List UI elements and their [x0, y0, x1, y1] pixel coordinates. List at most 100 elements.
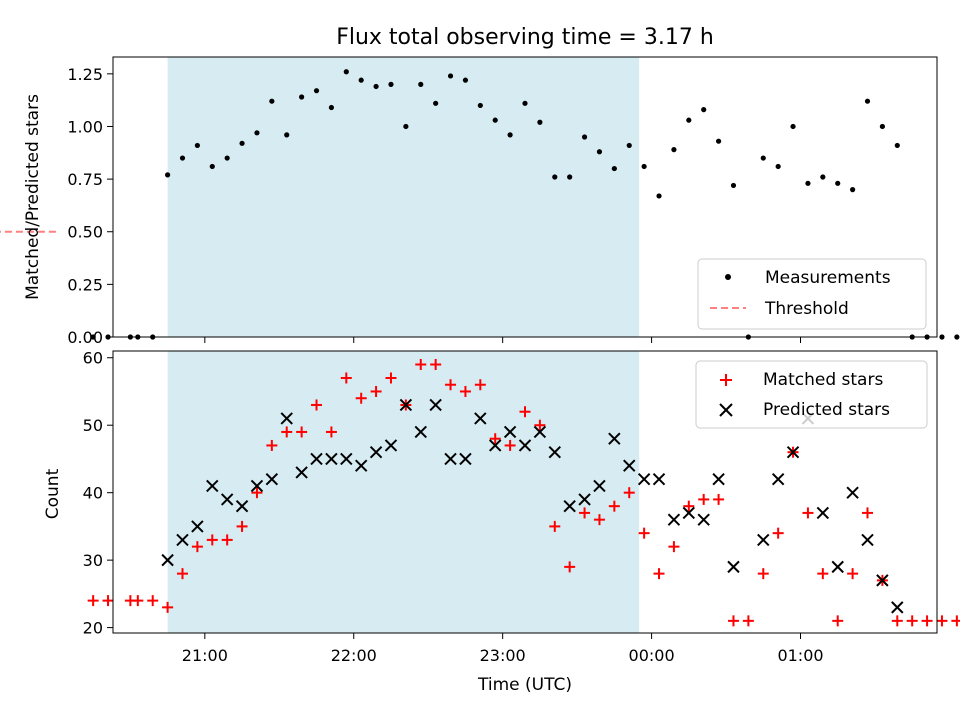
top-observing-interval-shade [167, 57, 640, 337]
matched-star-point [296, 426, 308, 438]
predicted-star-point [816, 506, 830, 520]
measurement-point [954, 334, 960, 340]
predicted-star-point [533, 425, 547, 439]
measurement-point [209, 163, 215, 170]
top-y-axis-label: Matched/Predicted stars [23, 94, 43, 300]
predicted-star-point [325, 452, 338, 466]
matched-star-point [236, 520, 248, 532]
matched-star-point [355, 392, 367, 404]
legend-matched-marker [720, 374, 732, 386]
measurement-point [507, 132, 513, 138]
measurement-point [358, 77, 364, 83]
predicted-star-point [354, 459, 368, 472]
measurement-point [477, 102, 483, 109]
predicted-star-point [861, 533, 874, 547]
bottom-observing-interval-shade [167, 351, 640, 633]
bottom-legend: Matched stars Predicted stars [695, 360, 928, 429]
matched-star-point [832, 615, 844, 627]
predicted-star-point [340, 452, 353, 466]
matched-star-point [936, 615, 948, 627]
predicted-star-point [161, 553, 174, 567]
matched-star-point [474, 379, 486, 391]
matched-star-point [266, 439, 278, 451]
legend-threshold-label: Threshold [764, 299, 849, 319]
matched-star-point [519, 406, 531, 418]
predicted-star-point [786, 445, 800, 459]
predicted-star-point [563, 499, 576, 513]
matched-star-point [251, 487, 263, 499]
matched-star-point [340, 372, 352, 384]
predicted-stars-points [161, 398, 904, 614]
measurement-point [269, 98, 275, 104]
matched-star-point [713, 493, 725, 505]
measurement-point [671, 147, 677, 153]
predicted-star-point [235, 499, 249, 513]
measurement-point [775, 163, 781, 170]
top-y-tick-label: 0.25 [67, 275, 103, 294]
measurement-point [686, 117, 692, 123]
matched-star-point [206, 534, 218, 546]
legend-predicted-label: Predicted stars [763, 400, 890, 420]
matched-star-point [102, 595, 114, 607]
measurement-point [894, 142, 900, 149]
predicted-star-point [414, 425, 427, 439]
matched-star-point [638, 527, 650, 539]
matched-star-point [191, 541, 203, 553]
bottom-y-tick-label: 30 [83, 551, 103, 570]
predicted-star-point [697, 513, 710, 526]
top-y-tick-label: 0.75 [67, 170, 103, 189]
predicted-star-point [444, 452, 457, 466]
measurement-point [790, 123, 796, 130]
matched-star-point [608, 500, 620, 512]
matched-star-point [742, 615, 754, 627]
predicted-star-point [771, 472, 785, 486]
bottom-x-tick-label: 00:00 [629, 646, 675, 665]
measurement-point [864, 98, 871, 104]
predicted-star-point [846, 486, 859, 499]
measurement-point [760, 155, 766, 161]
matched-star-point [281, 426, 293, 438]
measurement-point [239, 140, 245, 146]
measurement-point [552, 174, 558, 180]
matched-star-point [430, 358, 442, 370]
predicted-star-point [667, 513, 681, 526]
predicted-star-point [757, 533, 770, 547]
predicted-star-point [578, 493, 591, 506]
matched-star-point [385, 372, 397, 384]
bottom-x-tick-label: 23:00 [480, 646, 526, 665]
bottom-legend-box [695, 360, 928, 429]
top-y-ticks: 0.00 0.25 0.50 0.75 1.00 1.25 [67, 65, 113, 347]
measurement-point [835, 180, 841, 186]
measurement-point [850, 187, 856, 193]
bottom-y-tick-label: 60 [83, 349, 103, 368]
legend-predicted-marker [719, 403, 733, 417]
predicted-star-point [280, 412, 293, 425]
top-chart-title: Flux total observing time = 3.17 h [336, 25, 714, 50]
measurement-point [656, 193, 662, 199]
top-axes-frame [112, 56, 938, 338]
predicted-star-point [369, 445, 383, 459]
predicted-star-point [250, 479, 264, 493]
measurement-point [418, 81, 424, 87]
matched-star-point [921, 615, 933, 627]
measurement-point [567, 174, 573, 180]
predicted-star-point [712, 472, 725, 486]
measurement-point [879, 123, 885, 130]
top-y-tick-label: 1.25 [67, 65, 103, 84]
measurement-point [328, 104, 335, 111]
matched-star-point [906, 615, 918, 627]
bottom-x-axis-label: Time (UTC) [477, 675, 572, 695]
measurement-point [388, 81, 394, 87]
matched-star-point [817, 568, 829, 580]
predicted-star-point [608, 432, 621, 445]
measurement-point [194, 142, 200, 149]
measurement-point [433, 100, 439, 106]
bottom-panel: 20 30 40 50 60 21:00 22:00 23:00 00:00 01:00 Tim… [43, 349, 960, 695]
bottom-x-tick-label: 22:00 [331, 646, 377, 665]
measurement-point [462, 77, 469, 83]
predicted-star-point [623, 459, 636, 472]
measurement-point [224, 155, 230, 161]
measurement-point [313, 88, 320, 94]
matched-star-point [221, 534, 233, 546]
measurement-point [179, 155, 186, 161]
